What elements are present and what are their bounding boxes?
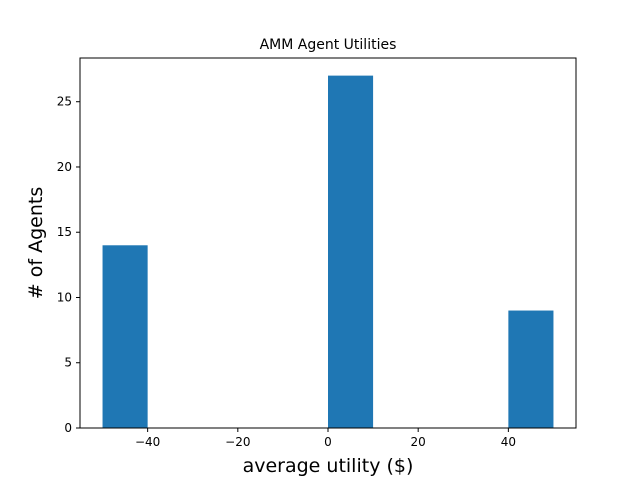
- x-axis-ticks: −40 −20 0 20 40: [135, 428, 516, 449]
- x-tick-label: 0: [324, 435, 332, 449]
- y-axis-label: # of Agents: [25, 187, 47, 299]
- x-tick-label: −20: [225, 435, 250, 449]
- histogram-bar: [102, 245, 148, 428]
- plot-frame: [79, 57, 577, 429]
- bars-group: [102, 75, 554, 428]
- histogram-bar: [328, 75, 374, 428]
- y-tick-label: 5: [64, 356, 72, 370]
- y-axis-ticks: 0 5 10 15 20 25: [57, 95, 80, 435]
- y-tick-label: 15: [57, 225, 72, 239]
- x-tick-label: 20: [411, 435, 426, 449]
- y-tick-label: 0: [64, 421, 72, 435]
- x-tick-label: −40: [135, 435, 160, 449]
- chart-title: AMM Agent Utilities: [260, 37, 397, 53]
- y-tick-label: 20: [57, 160, 72, 174]
- y-tick-label: 25: [57, 95, 72, 109]
- x-axis-label: average utility ($): [243, 455, 414, 477]
- x-tick-label: 40: [501, 435, 516, 449]
- histogram-bar: [508, 310, 554, 428]
- y-tick-label: 10: [57, 290, 72, 304]
